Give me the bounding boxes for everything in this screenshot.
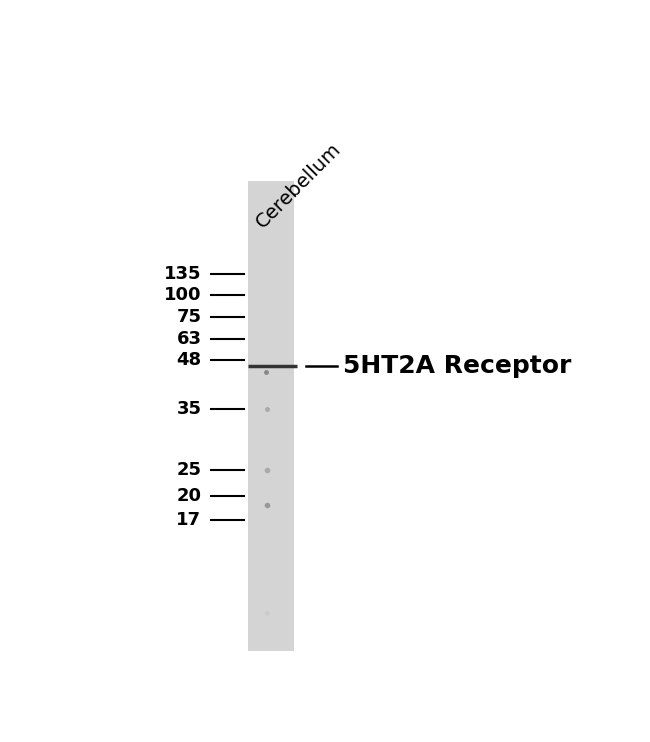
Text: 100: 100 xyxy=(164,286,202,304)
Text: 20: 20 xyxy=(176,487,202,505)
Text: 135: 135 xyxy=(164,265,202,283)
Text: 75: 75 xyxy=(176,308,202,326)
Bar xyxy=(248,182,294,651)
Text: Cerebellum: Cerebellum xyxy=(252,139,344,232)
Text: 35: 35 xyxy=(176,400,202,418)
Text: 63: 63 xyxy=(176,329,202,347)
Text: 48: 48 xyxy=(176,351,202,369)
Text: 5HT2A Receptor: 5HT2A Receptor xyxy=(343,354,571,378)
Text: 17: 17 xyxy=(176,511,202,529)
Text: 25: 25 xyxy=(176,462,202,479)
